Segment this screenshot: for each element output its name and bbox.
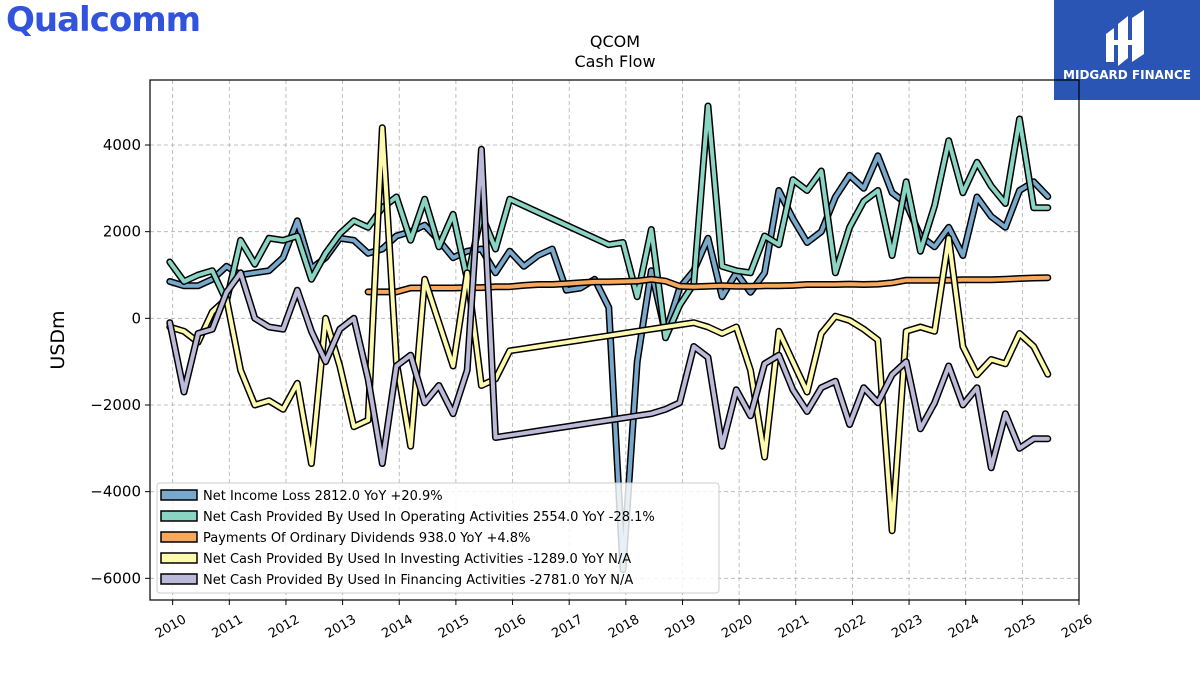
qualcomm-logo: Qualcomm [6,0,201,40]
chart-subtitle: Cash Flow [574,52,656,71]
x-tick-label: 2014 [379,612,415,642]
series-line [364,274,1052,296]
plot-frame [149,79,1080,601]
x-axis: 2010 2011 2012 2013 2014 2015 2016 2017 2018 2019… [153,600,1095,642]
x-tick-label: 2025 [1003,612,1039,642]
x-tick-label: 2011 [209,612,245,642]
legend-entry: Net Income Loss 2812.0 YoY +20.9% [203,489,443,504]
y-tick-label: −6000 [90,569,141,587]
chart-title: QCOM [589,32,641,51]
series-stroke [167,104,1050,340]
x-tick-label: 2020 [719,612,755,642]
x-tick-label: 2018 [606,612,642,642]
midgard-finance-badge: MIDGARD FINANCE [1054,0,1200,100]
series-line [166,145,1052,472]
x-tick-label: 2024 [946,612,982,642]
x-tick-label: 2015 [436,612,472,642]
x-tick-label: 2017 [549,612,585,642]
series-stroke [167,147,1050,470]
badge-label: MIDGARD FINANCE [1063,68,1191,82]
legend-swatch [160,510,198,522]
legend-entry: Net Cash Provided By Used In Financing A… [203,573,633,588]
legend-swatch [160,552,198,564]
series-stroke [167,125,1050,533]
series-line [166,124,1052,535]
y-tick-label: −4000 [90,483,141,501]
y-tick-label: −2000 [90,396,141,414]
x-tick-label: 2010 [153,612,189,642]
legend: Net Income Loss 2812.0 YoY +20.9% Net Cas… [156,482,720,594]
series-stroke [366,275,1050,294]
series-line [166,102,1052,342]
x-tick-label: 2023 [889,612,925,642]
x-tick-label: 2026 [1059,612,1095,642]
y-tick-label: 2000 [103,223,141,241]
x-tick-label: 2022 [833,612,869,642]
y-tick-label: 0 [131,309,141,327]
midgard-mark-icon [1106,10,1144,66]
x-tick-label: 2021 [776,612,812,642]
series-lines [166,102,1052,574]
x-tick-label: 2019 [663,612,699,642]
y-tick-label: 4000 [103,136,141,154]
legend-entry: Net Cash Provided By Used In Operating A… [203,510,655,525]
x-tick-label: 2012 [266,612,302,642]
legend-swatch [160,489,198,501]
x-tick-label: 2016 [493,612,529,642]
legend-box [156,482,720,594]
y-axis-label: USDm [47,310,69,369]
legend-entry: Net Cash Provided By Used In Investing A… [203,552,631,567]
y-axis: −6000 −4000 −2000 0 2000 4000 [90,136,150,587]
legend-swatch [160,573,198,585]
legend-swatch [160,531,198,543]
legend-entry: Payments Of Ordinary Dividends 938.0 YoY… [203,531,530,546]
x-tick-label: 2013 [323,612,359,642]
